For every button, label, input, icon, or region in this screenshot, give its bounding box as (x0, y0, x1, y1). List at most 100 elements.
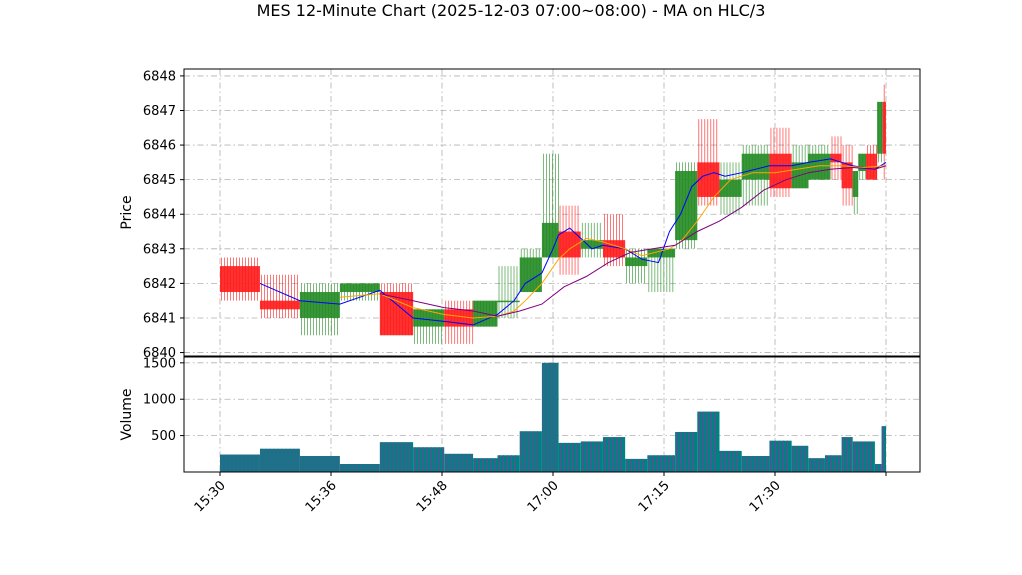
candle-body (697, 162, 720, 197)
price-tick-label: 6844 (143, 208, 176, 223)
volume-bar-fill (339, 463, 380, 472)
price-tick-label: 6841 (143, 311, 176, 326)
volume-bar-fill (541, 362, 559, 472)
price-tick-label: 6847 (143, 104, 176, 119)
volume-bar (444, 453, 474, 472)
candle-down (841, 145, 853, 206)
volume-bar (497, 455, 520, 472)
candle-up (877, 101, 883, 163)
candle-down (830, 136, 842, 180)
candle-body (413, 309, 445, 327)
volume-tick-label: 1500 (143, 356, 176, 371)
volume-panel-frame (183, 356, 921, 473)
volume-bar (413, 447, 445, 472)
x-tick-label: 15:36 (303, 478, 340, 515)
volume-bar (339, 463, 380, 472)
volume-bar (647, 455, 676, 472)
candle-up (719, 162, 742, 215)
volume-bar-fill (808, 458, 825, 472)
candle-up (497, 266, 520, 318)
volume-bar-fill (791, 445, 809, 472)
volume-bar-fill (874, 463, 882, 472)
volume-bar-fill (580, 441, 603, 472)
x-tick-label: 15:48 (414, 478, 451, 515)
candle-down (558, 205, 581, 275)
volume-bar-fill (519, 431, 542, 472)
price-panel-frame (183, 68, 921, 357)
candle-up (519, 248, 542, 293)
volume-bar (824, 455, 842, 472)
candle-up (791, 145, 809, 189)
price-tick-label: 6848 (143, 69, 176, 84)
candle-body (541, 222, 559, 258)
candle-body (625, 257, 648, 267)
candle-down (602, 214, 626, 267)
volume-bar-fill (719, 450, 742, 472)
price-tick-label: 6840 (143, 346, 176, 361)
candle-body (877, 101, 883, 154)
volume-bar-fill (558, 442, 581, 472)
volume-bars-group (220, 362, 886, 472)
volume-bar (852, 441, 875, 472)
volume-bar-fill (379, 442, 414, 472)
price-tick-label: 6843 (143, 242, 176, 257)
volume-bar (741, 455, 770, 472)
volume-bar (697, 411, 720, 472)
candle-down (697, 119, 720, 206)
candle-body (220, 266, 260, 293)
volume-bar-fill (697, 411, 720, 472)
volume-bar (541, 362, 559, 472)
volume-bar-fill (824, 455, 842, 472)
volume-bar (299, 455, 340, 472)
moving-average-line (259, 158, 887, 326)
candle-up (625, 248, 648, 284)
candle-up (675, 162, 698, 249)
candle-body (497, 300, 520, 303)
candle-body (841, 162, 853, 189)
x-ticks: 15:30 15:36 15:48 17:00 17:15 17:30 (192, 472, 887, 515)
candle-up (541, 153, 559, 258)
volume-bar (519, 431, 542, 472)
volume-bar (841, 437, 853, 472)
candle-body (299, 292, 340, 318)
candle-body (675, 171, 698, 241)
volume-bar (379, 442, 414, 472)
x-tick-label: 15:30 (192, 478, 229, 515)
candle-down (220, 257, 260, 301)
volume-bar-fill (675, 431, 698, 472)
volume-bar (808, 458, 825, 472)
candle-body (719, 179, 742, 197)
candle-body (858, 153, 867, 172)
price-y-ticks: 6840 6841 6842 6843 6844 6845 6846 6847 6848 (143, 69, 184, 361)
volume-tick-label: 1000 (143, 393, 176, 408)
x-tick-label: 17:00 (525, 478, 562, 515)
volume-bar (558, 442, 581, 472)
x-tick-label: 17:30 (747, 478, 784, 515)
price-axis-label: Price (119, 195, 135, 229)
volume-bar (769, 440, 792, 472)
candle-down (259, 274, 300, 318)
price-tick-label: 6846 (143, 139, 176, 154)
volume-bar (602, 437, 626, 472)
candle-body (339, 283, 380, 293)
volume-bar (580, 441, 603, 472)
candle-body (830, 153, 842, 163)
x-tick-label: 17:15 (636, 478, 673, 515)
volume-y-ticks: 500 1000 1500 (143, 356, 184, 444)
candle-down (866, 145, 878, 180)
price-tick-label: 6842 (143, 277, 176, 292)
candle-body (647, 248, 676, 258)
volume-tick-label: 500 (151, 429, 176, 444)
chart-title: MES 12-Minute Chart (2025-12-03 07:00~08… (256, 1, 766, 20)
candle-up (580, 222, 603, 258)
volume-bar-fill (625, 458, 648, 472)
candle-down (769, 127, 792, 197)
candle-body (852, 171, 859, 197)
volume-bar (259, 448, 300, 472)
price-tick-label: 6845 (143, 173, 176, 188)
candle-body (882, 101, 886, 154)
candle-body (259, 300, 300, 310)
volume-bar (791, 445, 809, 472)
volume-bar-fill (473, 458, 498, 472)
volume-bar (625, 458, 648, 472)
